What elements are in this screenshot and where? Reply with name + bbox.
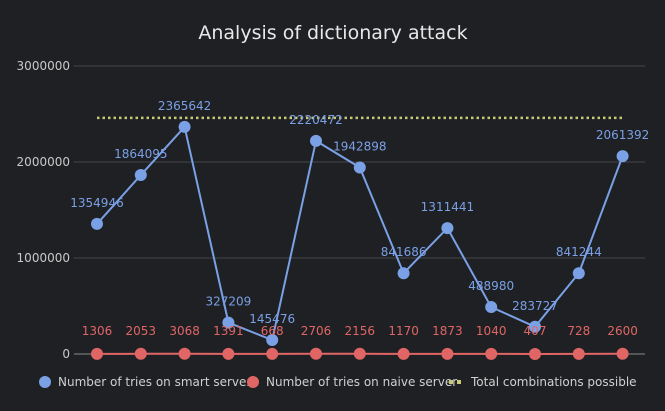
naive-data-label: 2053: [126, 324, 157, 338]
naive-data-label: 1170: [388, 324, 419, 338]
smart-data-label: 841244: [556, 245, 602, 259]
naive-data-label: 728: [567, 324, 590, 338]
naive-data-label: 1391: [213, 324, 244, 338]
smart-point: [529, 320, 541, 333]
naive-point: [178, 347, 191, 360]
smart-point: [616, 150, 629, 163]
naive-data-label: 668: [261, 324, 284, 338]
naive-data-label: 2600: [607, 324, 638, 338]
smart-data-label: 2061392: [596, 128, 649, 142]
legend-swatch-total: [449, 380, 453, 384]
y-axis-ticks: 0 1000000 2000000 3000000: [17, 59, 70, 361]
smart-point: [485, 301, 498, 314]
naive-data-label: 407: [524, 324, 547, 338]
legend-label-total: Total combinations possible: [470, 375, 637, 389]
data-labels: 1306 2053 3068 1391 668 2706 2156 1170 1873 1040 4…: [70, 99, 649, 338]
naive-data-label: 1306: [82, 324, 113, 338]
naive-data-label: 1040: [476, 324, 507, 338]
smart-data-label: 1864095: [114, 147, 167, 161]
naive-data-label: 1873: [432, 324, 463, 338]
smart-data-label: 2365642: [158, 99, 211, 113]
naive-point: [91, 347, 103, 360]
naive-point: [353, 347, 366, 360]
naive-point: [572, 347, 585, 360]
smart-data-label: 145476: [249, 312, 295, 326]
naive-point: [222, 347, 235, 360]
smart-data-label: 2220472: [289, 113, 342, 127]
y-tick-label: 0: [62, 347, 70, 361]
smart-point: [441, 222, 454, 235]
smart-data-label: 1354946: [70, 196, 123, 210]
legend-swatch-naive: [247, 376, 259, 388]
smart-point: [310, 134, 322, 147]
series-layer: [91, 116, 629, 360]
naive-data-label: 3068: [169, 324, 200, 338]
naive-data-label: 2706: [301, 324, 332, 338]
smart-point: [397, 267, 410, 280]
naive-point: [397, 347, 410, 360]
naive-data-label: 2156: [345, 324, 376, 338]
smart-point: [572, 267, 585, 280]
legend-swatch-total: [457, 380, 461, 384]
naive-point: [616, 347, 629, 360]
naive-point: [441, 347, 454, 360]
legend-label-naive: Number of tries on naive server: [266, 375, 457, 389]
smart-data-label: 327209: [205, 295, 251, 309]
smart-point: [353, 161, 366, 174]
smart-point: [134, 169, 147, 182]
naive-point: [529, 347, 541, 360]
y-tick-label: 1000000: [17, 251, 70, 265]
legend-label-smart: Number of tries on smart server: [58, 375, 251, 389]
smart-data-label: 488980: [468, 279, 514, 293]
chart-title: Analysis of dictionary attack: [198, 22, 467, 44]
y-tick-label: 2000000: [17, 155, 70, 169]
naive-point: [266, 347, 279, 360]
smart-data-label: 841686: [381, 245, 427, 259]
naive-point: [485, 347, 498, 360]
smart-point: [178, 120, 191, 133]
smart-data-label: 1942898: [333, 139, 386, 153]
smart-point: [222, 316, 235, 329]
smart-point: [266, 334, 279, 347]
smart-point: [91, 217, 103, 230]
legend: Number of tries on smart server Number of…: [39, 375, 637, 389]
smart-data-label: 1311441: [421, 200, 474, 214]
y-tick-label: 3000000: [17, 59, 70, 73]
smart-data-label: 283727: [512, 299, 558, 313]
naive-point: [310, 347, 322, 360]
naive-point: [134, 347, 147, 360]
legend-swatch-smart: [39, 376, 51, 388]
